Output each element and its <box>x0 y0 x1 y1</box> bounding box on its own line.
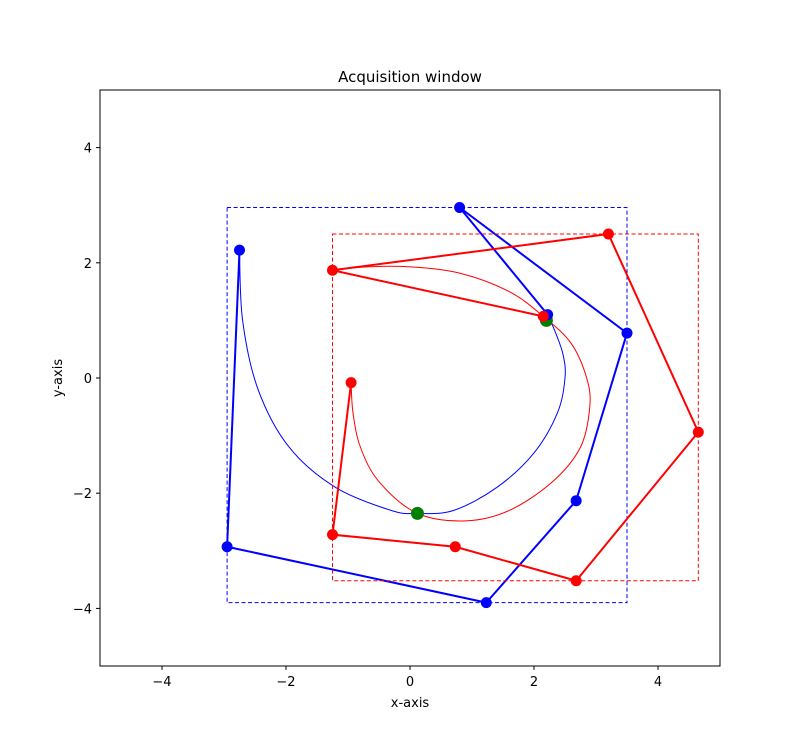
control-point-1-3 <box>570 575 582 587</box>
plot-area <box>221 202 704 609</box>
y-tick-label-4: 4 <box>84 142 92 157</box>
control-point-1-1 <box>327 529 338 541</box>
axes-frame <box>99 89 721 667</box>
bounding-box-0 <box>226 207 628 604</box>
x-tick-label-4: 4 <box>654 675 662 690</box>
y-tick-label-1: −2 <box>73 487 92 502</box>
control-point-1-6 <box>327 264 338 276</box>
control-point-1-2 <box>449 541 461 553</box>
y-tick-label-0: −4 <box>73 602 92 617</box>
chart-title: Acquisition window <box>338 68 482 86</box>
control-point-0-4 <box>621 327 633 339</box>
x-tick-label-2: 0 <box>406 675 414 690</box>
y-axis-label: y-axis <box>51 359 66 397</box>
control-point-1-5 <box>602 228 614 240</box>
control-point-0-0 <box>234 244 245 256</box>
control-point-0-1 <box>221 541 233 553</box>
x-tick-label-3: 2 <box>530 675 538 690</box>
control-point-1-0 <box>345 377 357 389</box>
control-point-0-5 <box>454 202 466 214</box>
control-point-1-7 <box>537 310 549 322</box>
x-tick-label-0: −4 <box>152 675 171 690</box>
x-tick-label-1: −2 <box>276 675 295 690</box>
axis-ticks: −4 −2 0 2 4 −4 −2 0 2 4 <box>73 142 662 690</box>
curve-1 <box>332 265 591 522</box>
curve-0 <box>239 250 566 515</box>
control-point-0-2 <box>480 597 492 609</box>
bounding-box-1 <box>332 233 699 582</box>
y-tick-label-2: 0 <box>84 372 92 387</box>
control-point-0-3 <box>570 495 582 507</box>
x-axis-label: x-axis <box>391 696 430 711</box>
y-tick-label-3: 2 <box>84 257 92 272</box>
control-polygon-1 <box>331 232 700 582</box>
intersection-point-0 <box>410 506 424 520</box>
control-point-1-4 <box>692 426 704 438</box>
